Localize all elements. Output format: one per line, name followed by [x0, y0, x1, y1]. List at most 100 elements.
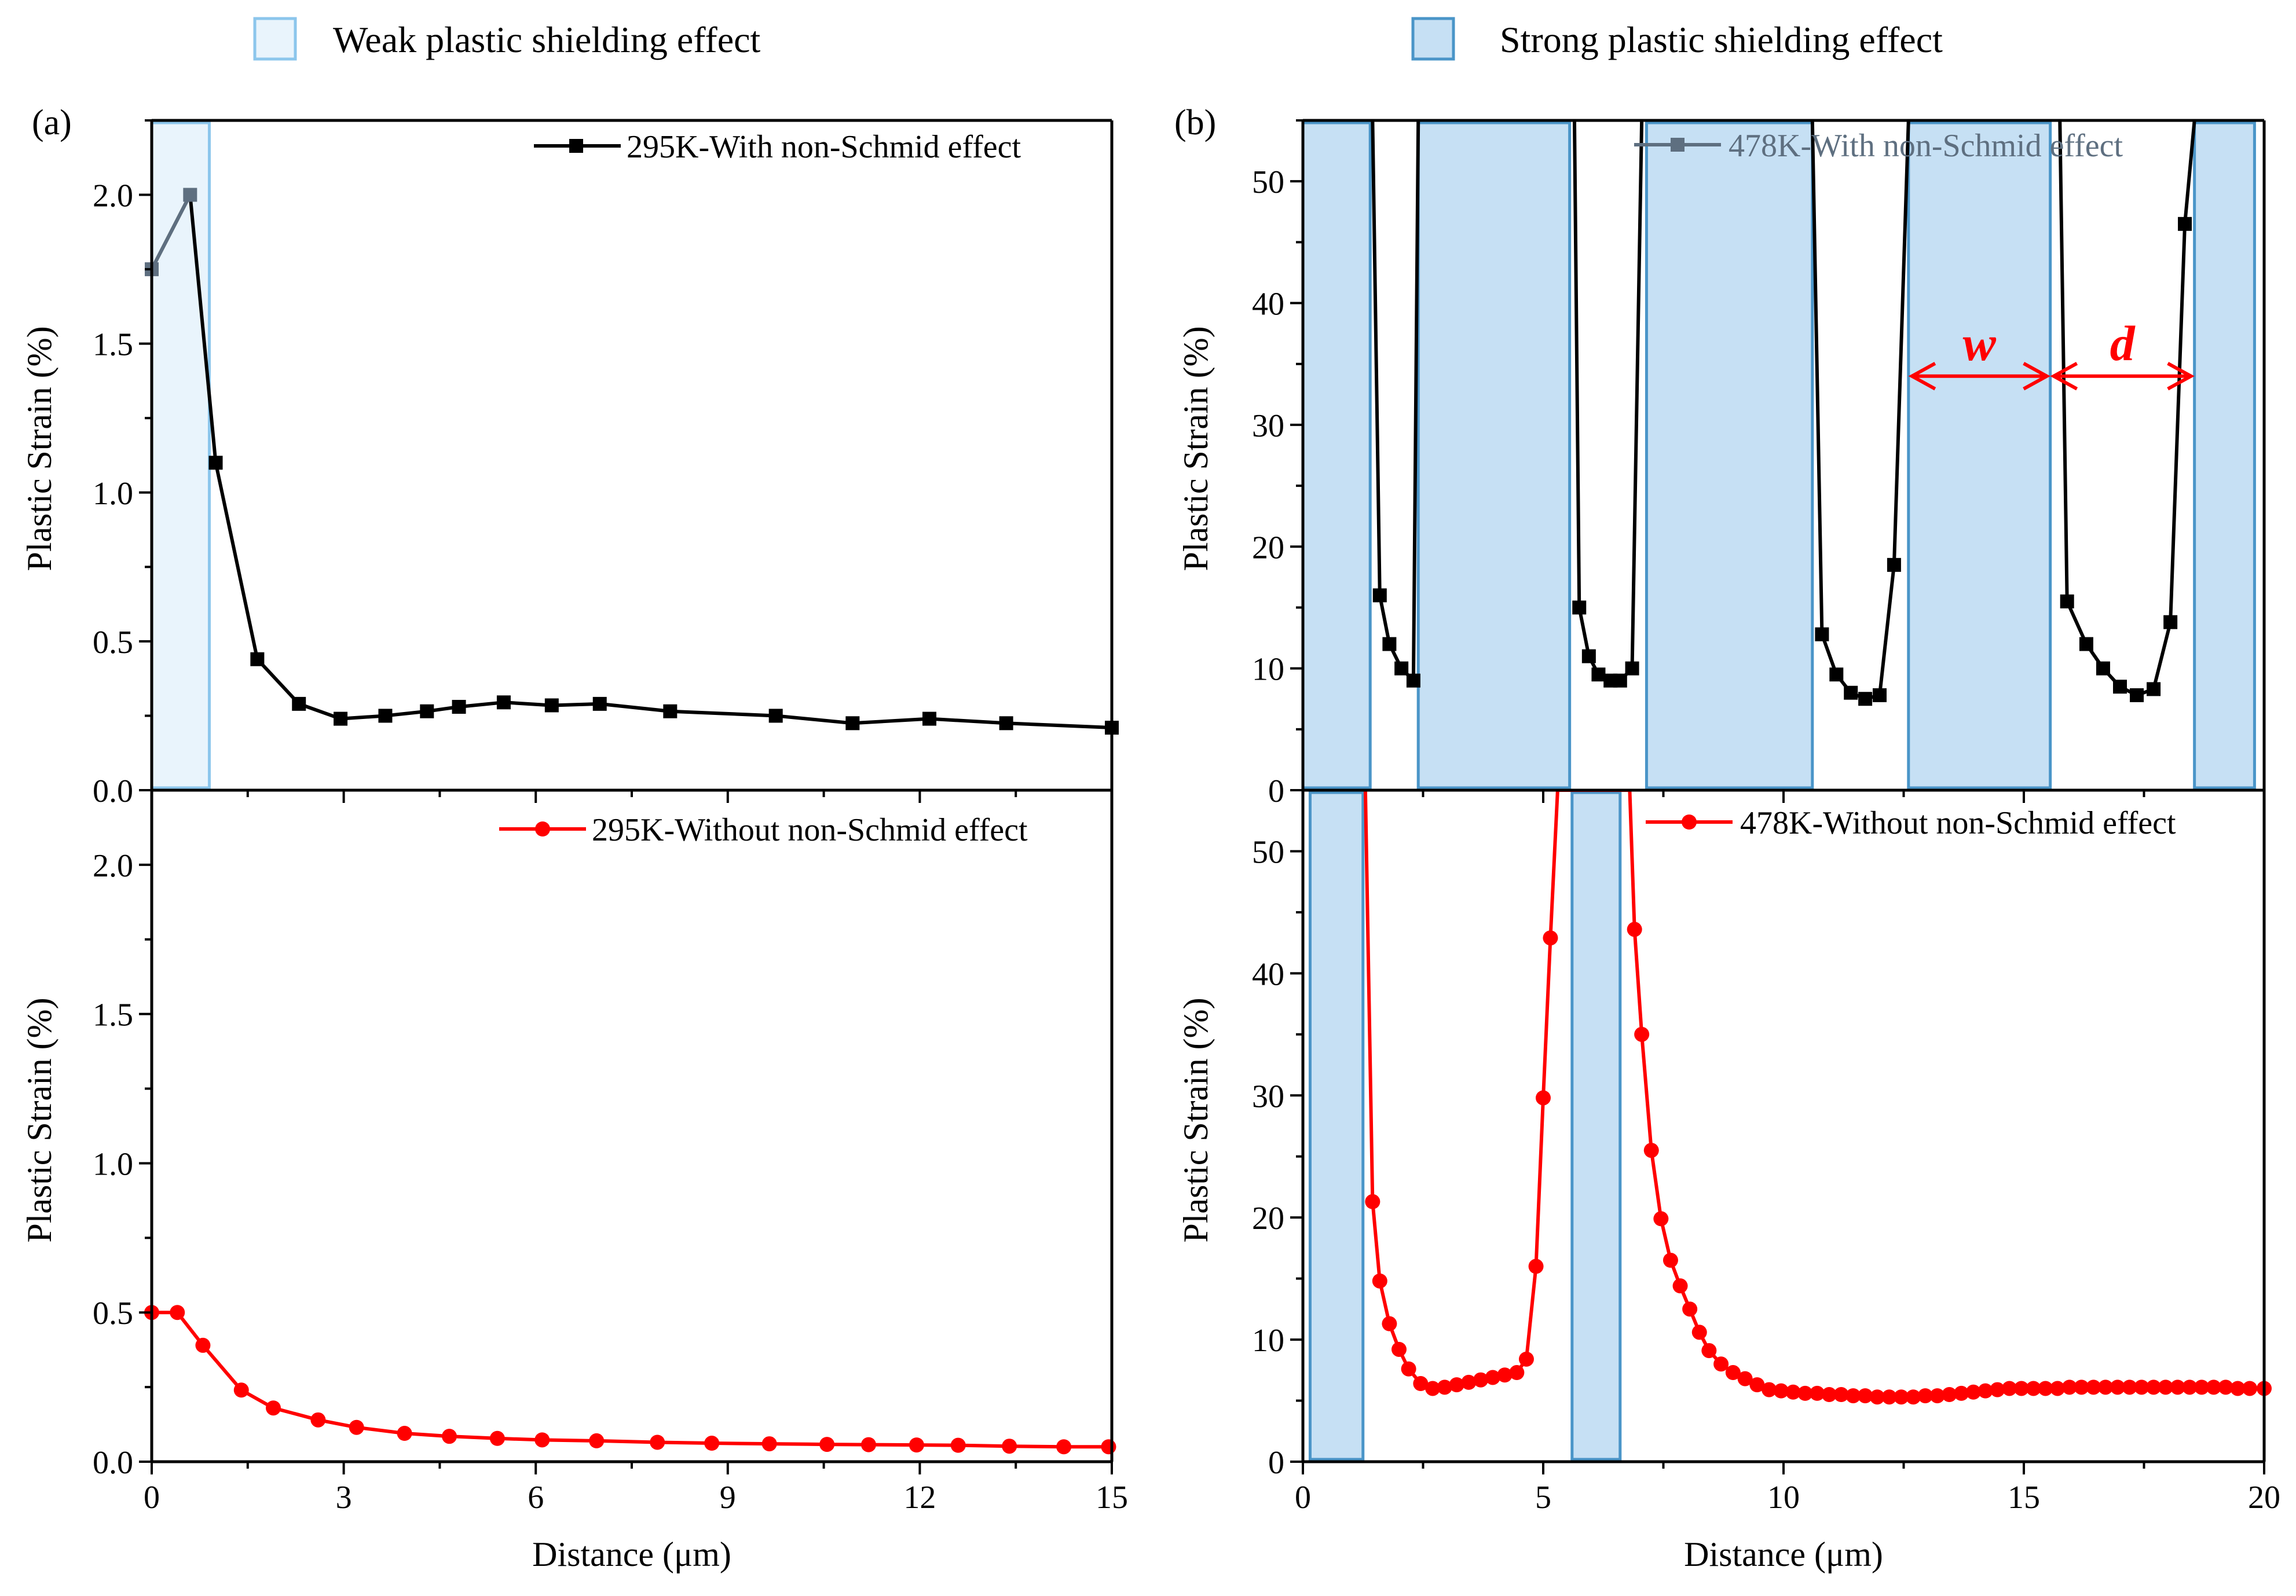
data-point	[1449, 1377, 1464, 1393]
data-point	[1749, 1377, 1765, 1393]
data-point	[1965, 1384, 1981, 1400]
data-point	[266, 1400, 281, 1416]
shaded-region-weak	[150, 121, 211, 790]
y-tick-label: 0.0	[93, 773, 133, 809]
y-tick-label: 1.5	[93, 327, 133, 363]
data-point	[2242, 1381, 2258, 1396]
y-tick-label: 30	[1252, 1078, 1284, 1114]
data-point	[1372, 588, 1387, 603]
x-tick-label: 15	[2008, 1480, 2040, 1516]
series-line	[1810, 120, 1910, 701]
data-point	[1858, 692, 1873, 706]
weak-shielding-label: Weak plastic shielding effect	[333, 19, 761, 60]
data-point	[1887, 557, 1901, 572]
data-point	[1845, 1388, 1861, 1404]
data-point	[2098, 1379, 2114, 1395]
data-point	[768, 709, 783, 723]
panel-a-top: (a) Plastic Strain (%) 0.0 0.5 1.0 1.5 2.0 2…	[20, 103, 1119, 809]
data-point	[1372, 1273, 1387, 1289]
data-point	[2026, 1381, 2041, 1396]
legend-marker	[1671, 138, 1685, 152]
data-point	[2134, 1379, 2149, 1395]
data-point	[2110, 1379, 2125, 1395]
data-point	[2061, 1379, 2077, 1395]
data-point	[1821, 1387, 1837, 1402]
data-point	[397, 1426, 412, 1441]
data-point	[544, 698, 559, 713]
legend-marker	[535, 821, 550, 836]
data-point	[2230, 1381, 2246, 1396]
legend: 295K-With non-Schmid effect	[534, 129, 1021, 165]
data-point	[1509, 1365, 1525, 1381]
panel-label-a: (a)	[32, 103, 72, 142]
data-point	[2002, 1381, 2017, 1396]
data-point	[1917, 1388, 1933, 1404]
series-line	[152, 1311, 1109, 1449]
y-tick-label: 2.0	[93, 848, 133, 884]
panel-label-b: (b)	[1174, 103, 1216, 142]
data-point	[1518, 1351, 1534, 1367]
data-point	[1485, 1370, 1500, 1385]
x-tick-label: 0	[1295, 1480, 1311, 1516]
series-line	[152, 193, 1112, 730]
data-point	[2163, 615, 2178, 629]
data-point	[1425, 1381, 1441, 1396]
data-point	[292, 696, 306, 711]
data-point	[999, 716, 1013, 731]
data-point	[1844, 685, 1858, 700]
data-point	[1591, 667, 1606, 682]
data-point	[1737, 1371, 1753, 1386]
data-point	[1613, 673, 1627, 688]
data-point	[2130, 688, 2144, 702]
data-point	[2147, 682, 2161, 696]
y-tick-label: 10	[1252, 1323, 1284, 1359]
y-tick-label: 20	[1252, 1201, 1284, 1237]
shaded-region-strong	[1308, 791, 1365, 1461]
data-point	[1978, 1383, 1993, 1399]
y-tick-label: 10	[1252, 652, 1284, 688]
data-point	[1713, 1356, 1729, 1372]
panel-a-bottom: Plastic Strain (%) Distance (μm) 0.0 0.5 1…	[20, 788, 1128, 1573]
strong-shielding-label: Strong plastic shielding effect	[1500, 19, 1943, 60]
data-point	[1002, 1439, 1017, 1454]
data-point	[2194, 1379, 2210, 1395]
data-point	[496, 695, 511, 710]
y-tick-label: 0.0	[93, 1445, 133, 1481]
legend: 295K-Without non-Schmid effect	[499, 812, 1028, 848]
x-tick-label: 6	[528, 1480, 544, 1516]
legend-label: 295K-Without non-Schmid effect	[592, 812, 1028, 848]
data-point	[1627, 922, 1642, 937]
data-point	[2182, 1379, 2198, 1395]
data-point	[534, 1432, 550, 1448]
data-point	[2060, 594, 2074, 608]
y-tick-label: 2.0	[93, 178, 133, 214]
data-point	[592, 696, 607, 711]
y-tick-label: 0	[1268, 1445, 1284, 1481]
data-point	[2158, 1379, 2173, 1395]
data-point	[1401, 1361, 1416, 1377]
data-point	[1725, 1365, 1741, 1381]
y-axis-title: Plastic Strain (%)	[1177, 997, 1215, 1242]
x-tick-label: 3	[336, 1480, 352, 1516]
legend: 478K-With non-Schmid effect	[1634, 128, 2123, 164]
data-point	[1942, 1387, 1957, 1402]
annotation-label: d	[2110, 315, 2136, 371]
x-tick-label: 15	[1096, 1480, 1128, 1516]
data-point	[2206, 1379, 2221, 1395]
data-point	[1815, 627, 1829, 641]
data-point	[1394, 661, 1409, 676]
data-point	[1581, 649, 1596, 663]
y-axis-title: Plastic Strain (%)	[20, 997, 58, 1242]
data-point	[1543, 930, 1558, 946]
data-point	[1365, 1194, 1380, 1209]
data-point	[1101, 1439, 1116, 1455]
data-point	[1473, 1372, 1489, 1388]
data-point	[334, 711, 348, 726]
data-point	[1833, 1387, 1849, 1402]
data-point	[819, 1437, 835, 1452]
data-point	[2038, 1381, 2053, 1396]
data-point	[1906, 1389, 1921, 1405]
panel-b-bottom: Plastic Strain (%) Distance (μm) 0 10 20 30…	[1177, 788, 2280, 1573]
series-line	[1572, 120, 1644, 683]
